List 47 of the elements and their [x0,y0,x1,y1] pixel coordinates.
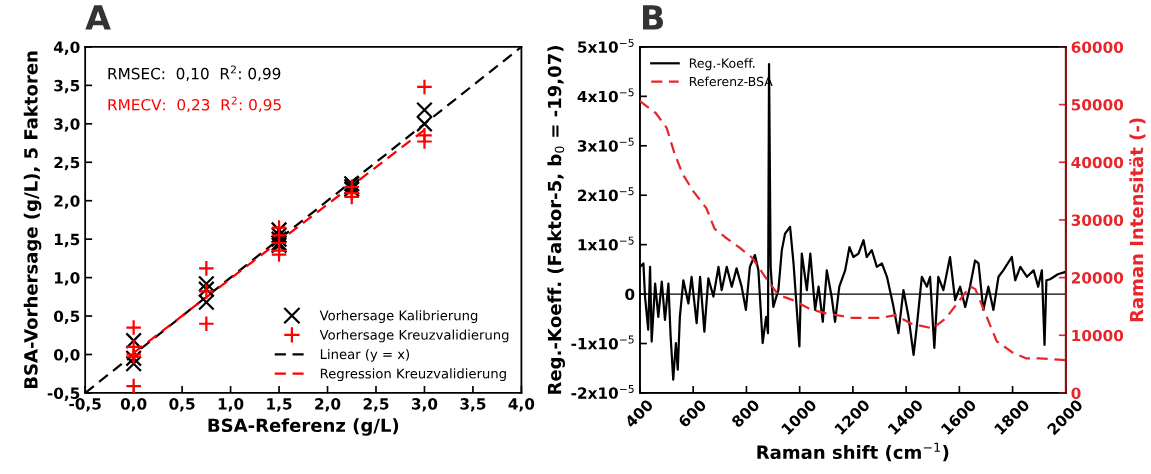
y-tick-label: 5x10$^{−5}$ [578,38,634,53]
y-tick-label: -2x10$^{−5}$ [571,385,634,399]
y-axis-title: BSA-Vorhersage (g/L), 5 Faktoren [23,51,42,389]
y-tick-label: 2,0 [54,195,80,209]
y-tick-label: 0,0 [53,348,80,363]
y-tick-label: 0,5 [53,310,80,325]
x-tick-label: 4,0 [508,398,535,412]
y-tick-label: 1,0 [54,272,80,286]
y2-tick-label: 0 [1071,387,1081,399]
y-tick-label: 1x10$^{−5}$ [578,236,634,251]
x-tick-label: 1,0 [218,398,244,412]
y-tick-label: 2x10$^{−5}$ [578,187,634,202]
y2-tick-label: 50000 [1071,99,1124,111]
x-tick-label: 3,5 [460,398,486,412]
x-tick-label: 2,0 [315,398,341,412]
y-tick-label: 2,5 [54,156,80,171]
y2-tick-label: 40000 [1071,156,1124,169]
x-tick-label: 1,5 [267,398,292,412]
y-tick-label: 0 [625,288,635,301]
x-tick-label: 3,0 [411,398,438,412]
y-tick-label: 4x10$^{−5}$ [577,88,634,103]
x-axis-title: BSA-Referenz (g/L) [208,418,399,436]
y-tick-label: 3,0 [54,118,80,132]
y-tick-label: 4,0 [53,41,80,55]
chart-title: B [643,5,664,30]
x-tick-label: 0,0 [120,398,147,412]
annotation: RMSEC: 0,10 R$^{2}$: 0,99 [108,65,281,81]
y-tick-label: 1,5 [54,233,80,248]
legend-label: Reg.-Koeff. [689,58,755,71]
legend-label: Vorhersage Kalibrierung [319,310,478,323]
y2-axis-title: Raman Intensität (-) [1129,118,1146,322]
chart-title: A [85,5,111,30]
y2-tick-label: 20000 [1071,272,1124,284]
y-tick-label: -1x10$^{−5}$ [571,335,634,350]
y-axis-title: Reg.-Koeff. (Faktor-5, b$_{0}$ = -19,07) [547,46,565,394]
y-tick-label: 3x10$^{−5}$ [577,137,634,152]
y2-tick-label: 10000 [1072,329,1124,342]
legend-label: Vorhersage Kreuzvalidierung [319,329,509,343]
legend-label: Regression Kreuzvalidierung [320,368,506,382]
x-tick-label: 0,5 [169,398,195,412]
x-tick-label: 2,5 [363,398,389,412]
x-axis-title: Raman shift (cm$^{−1}$) [757,442,949,462]
legend-label: Linear (y = x) [320,348,410,362]
y2-tick-label: 60000 [1071,41,1124,53]
annotation: RMECV: 0,23 R$^{2}$: 0,95 [108,96,281,113]
y-tick-label: 3,5 [54,79,80,94]
y2-tick-label: 30000 [1071,214,1124,226]
